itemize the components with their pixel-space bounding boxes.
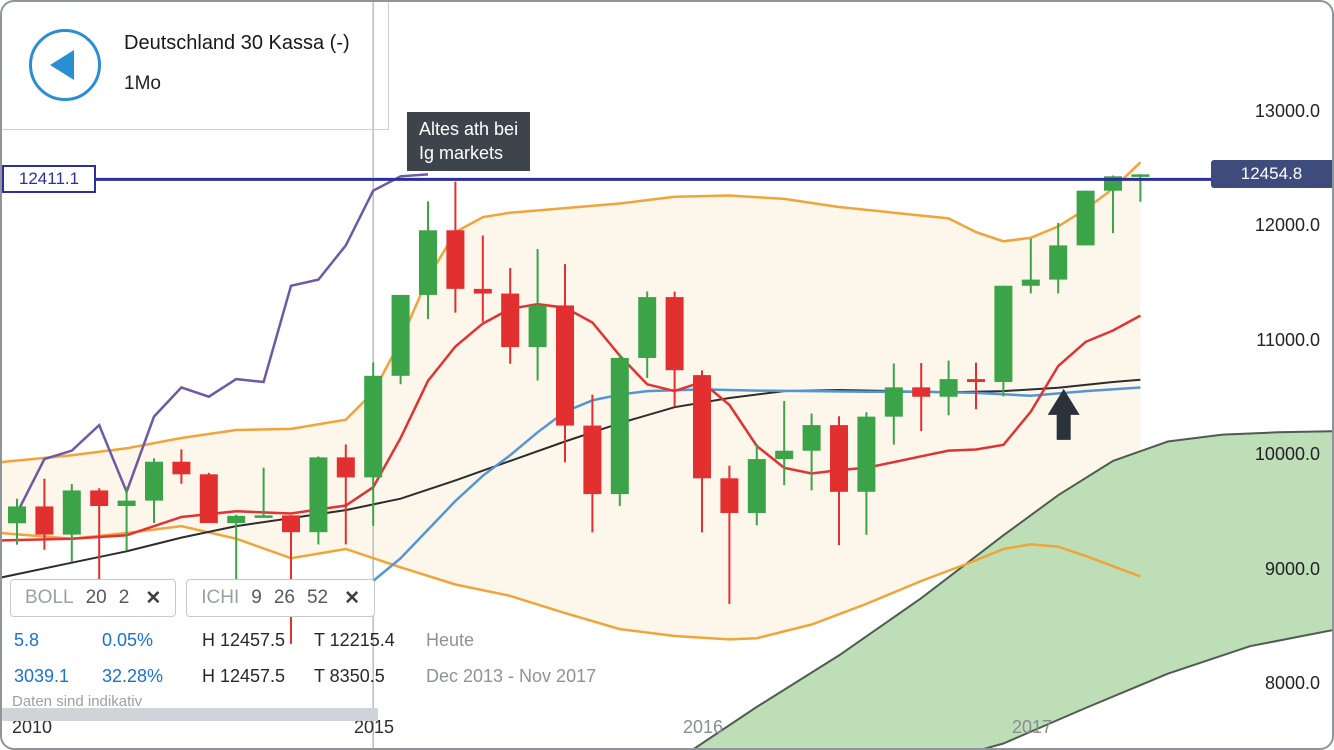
indicator-buttons: BOLL 20 2 ✕ ICHI 9 26 52 ✕: [10, 579, 376, 617]
bollinger-param-stdev: 2: [118, 587, 130, 608]
price-level-label: 12411.1: [2, 165, 96, 193]
y-axis-label: 8000.0: [1264, 673, 1320, 693]
y-axis-label: 9000.0: [1264, 559, 1320, 579]
today-high: H 12457.5: [202, 630, 286, 650]
x-axis-label: 2010: [11, 717, 53, 737]
remove-bollinger-icon[interactable]: ✕: [145, 587, 162, 609]
y-axis-label: 13000.0: [1254, 101, 1320, 121]
bottom-scrollbar[interactable]: [2, 708, 378, 721]
x-axis-label: 2015: [353, 717, 395, 737]
back-arrow-icon: [50, 50, 74, 80]
range-change-pct: 32.28%: [102, 666, 164, 686]
senkou-a-line: [693, 430, 1332, 748]
back-button[interactable]: [29, 29, 101, 101]
ichimoku-indicator-button[interactable]: ICHI 9 26 52 ✕: [186, 579, 376, 617]
tenkan-line: [2, 302, 1141, 542]
today-change-pct: 0.05%: [102, 630, 154, 650]
chart-header: Deutschland 30 Kassa (-) 1Mo: [2, 2, 389, 130]
y-axis-label: 12000.0: [1254, 215, 1320, 235]
x-axis-label: 2016: [682, 717, 724, 737]
range-high: H 12457.5: [202, 666, 286, 686]
y-axis-label: 11000.0: [1256, 330, 1320, 350]
today-change: 5.8: [14, 630, 40, 650]
today-period-label: Heute: [426, 630, 475, 650]
chikou-line: [15, 173, 429, 514]
ichimoku-param-3: 52: [306, 587, 329, 608]
bollinger-label: BOLL: [25, 587, 74, 608]
range-change: 3039.1: [14, 666, 70, 686]
bollinger-param-period: 20: [85, 587, 107, 608]
range-low: T 8350.5: [314, 666, 385, 686]
up-arrow-annotation: [1047, 388, 1080, 440]
ichimoku-param-2: 26: [273, 587, 295, 608]
annotation-line-2: Ig markets: [419, 143, 504, 163]
ichimoku-param-1: 9: [251, 587, 262, 608]
ichimoku-cloud: [695, 431, 1332, 748]
timeframe-label[interactable]: 1Mo: [124, 73, 161, 94]
kijun-line: [372, 386, 1141, 582]
stats-row-range: 3039.1 32.28% H 12457.5 T 8350.5 Dec 201…: [14, 658, 596, 694]
range-period-label: Dec 2013 - Nov 2017: [426, 666, 597, 686]
current-price-badge: 12454.8: [1211, 160, 1332, 188]
senkou-b-line: [983, 629, 1332, 748]
bollinger-indicator-button[interactable]: BOLL 20 2 ✕: [10, 579, 177, 617]
y-axis-label: 10000.0: [1254, 444, 1320, 464]
stats-row-today: 5.8 0.05% H 12457.5 T 12215.4 Heute: [14, 622, 596, 658]
stats-panel: 5.8 0.05% H 12457.5 T 12215.4 Heute 3039…: [14, 622, 596, 694]
disclaimer-text: Daten sind indikativ: [12, 693, 143, 710]
today-low: T 12215.4: [314, 630, 395, 650]
remove-ichimoku-icon[interactable]: ✕: [344, 587, 361, 609]
bollinger-upper-line: [2, 161, 1142, 464]
candles-layer: [8, 174, 1150, 644]
annotation-tooltip: Altes ath bei Ig markets: [407, 112, 531, 171]
x-axis-label: 2017: [1011, 717, 1053, 737]
ichimoku-label: ICHI: [201, 587, 240, 608]
annotation-line-1: Altes ath bei: [419, 119, 519, 139]
instrument-title: Deutschland 30 Kassa (-): [124, 32, 350, 54]
